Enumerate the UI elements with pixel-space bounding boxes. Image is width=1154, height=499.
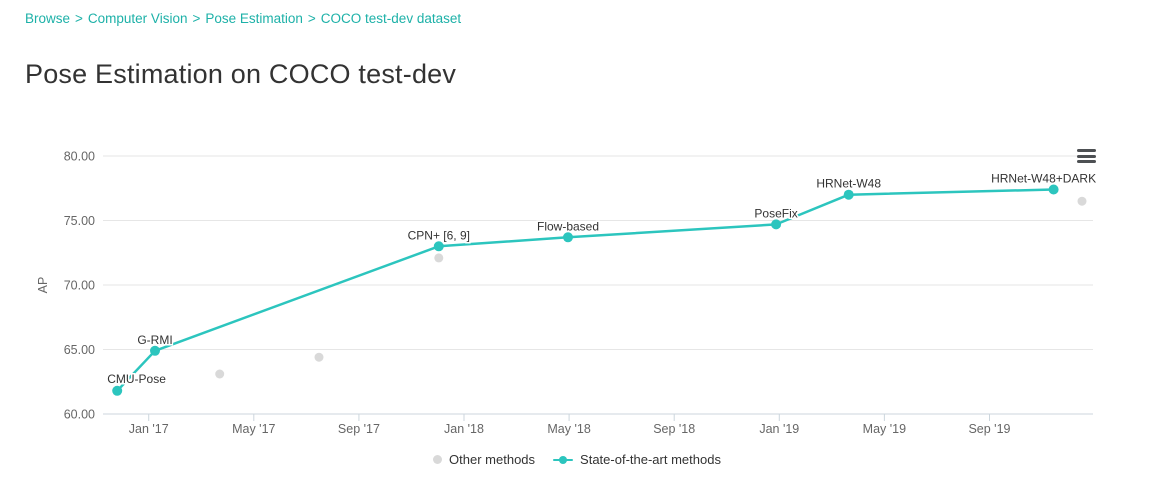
sota-point-cmu-pose[interactable]: [112, 385, 123, 396]
sota-point-posefix[interactable]: [771, 219, 782, 230]
breadcrumb-link-pose-estimation[interactable]: Pose Estimation: [205, 11, 303, 26]
sota-point-hrnet-w48-dark[interactable]: [1048, 184, 1059, 195]
line-dot-marker-icon: [553, 455, 574, 465]
y-tick-label: 60.00: [64, 408, 95, 422]
legend-item-other-methods[interactable]: Other methods: [433, 452, 535, 467]
chart-canvas: 80.00 75.00 70.00 65.00 60.00 AP Jan '17 May '1…: [36, 150, 1098, 437]
data-label-hrnet-w48-dark: HRNet-W48+DARK: [991, 172, 1096, 186]
data-label-cmu-pose: CMU-Pose: [107, 372, 166, 386]
data-label-cpn-6-9: CPN+ [6, 9]: [408, 228, 470, 242]
x-tick-label: Jan '18: [444, 422, 484, 436]
x-tick-label: Sep '17: [338, 422, 380, 436]
x-tick-label: May '18: [547, 422, 590, 436]
other-method-point[interactable]: [434, 253, 444, 263]
y-tick-label: 75.00: [64, 214, 95, 228]
hamburger-bar: [1077, 149, 1096, 152]
breadcrumb-separator: >: [75, 11, 83, 26]
y-tick-label: 80.00: [64, 150, 95, 164]
data-label-hrnet-w48: HRNet-W48: [816, 177, 881, 191]
data-label-g-rmi: G-RMI: [137, 333, 172, 347]
chart-menu-button[interactable]: [1077, 149, 1096, 163]
y-tick-label: 70.00: [64, 279, 95, 293]
breadcrumb-link-coco-test-dev-dataset[interactable]: COCO test-dev dataset: [320, 11, 462, 26]
x-tick-label: Sep '19: [968, 422, 1010, 436]
legend-dot: [559, 455, 568, 464]
legend-item-state-of-the-art-methods[interactable]: State-of-the-art methods: [553, 452, 721, 467]
x-tick-label: Sep '18: [653, 422, 695, 436]
breadcrumb: Browse > Computer Vision > Pose Estimation > C…: [25, 11, 461, 26]
hamburger-bar: [1077, 154, 1096, 158]
dot-marker-icon: [433, 455, 443, 464]
x-tick-label: May '17: [232, 422, 275, 436]
breadcrumb-link-browse[interactable]: Browse: [25, 11, 71, 26]
legend-label: State-of-the-art methods: [580, 452, 721, 467]
other-method-point[interactable]: [1077, 196, 1087, 206]
x-tick-label: Jan '19: [759, 422, 799, 436]
breadcrumb-link-computer-vision[interactable]: Computer Vision: [87, 11, 188, 26]
hamburger-bar: [1077, 160, 1096, 163]
other-method-point[interactable]: [314, 352, 324, 362]
y-tick-label: 65.00: [64, 343, 95, 357]
data-label-posefix: PoseFix: [754, 206, 797, 220]
y-axis-title: AP: [36, 277, 50, 294]
chart-legend: Other methods State-of-the-art methods: [0, 452, 1154, 467]
breadcrumb-separator: >: [307, 11, 316, 26]
legend-label: Other methods: [449, 452, 536, 467]
x-tick-label: Jan '17: [129, 422, 169, 436]
sota-point-cpn-6-9[interactable]: [433, 241, 444, 252]
hamburger-icon: [1077, 149, 1096, 163]
sota-chart: 80.00 75.00 70.00 65.00 60.00 AP Jan '17 May '1…: [0, 140, 1154, 480]
other-method-point[interactable]: [215, 369, 225, 379]
sota-point-g-rmi[interactable]: [150, 345, 160, 356]
sota-point-flow-based[interactable]: [563, 232, 573, 243]
sota-point-hrnet-w48[interactable]: [843, 189, 854, 200]
x-tick-label: May '19: [863, 422, 906, 436]
breadcrumb-separator: >: [192, 11, 201, 26]
page-title: Pose Estimation on COCO test-dev: [25, 59, 457, 89]
data-label-flow-based: Flow-based: [537, 219, 599, 233]
